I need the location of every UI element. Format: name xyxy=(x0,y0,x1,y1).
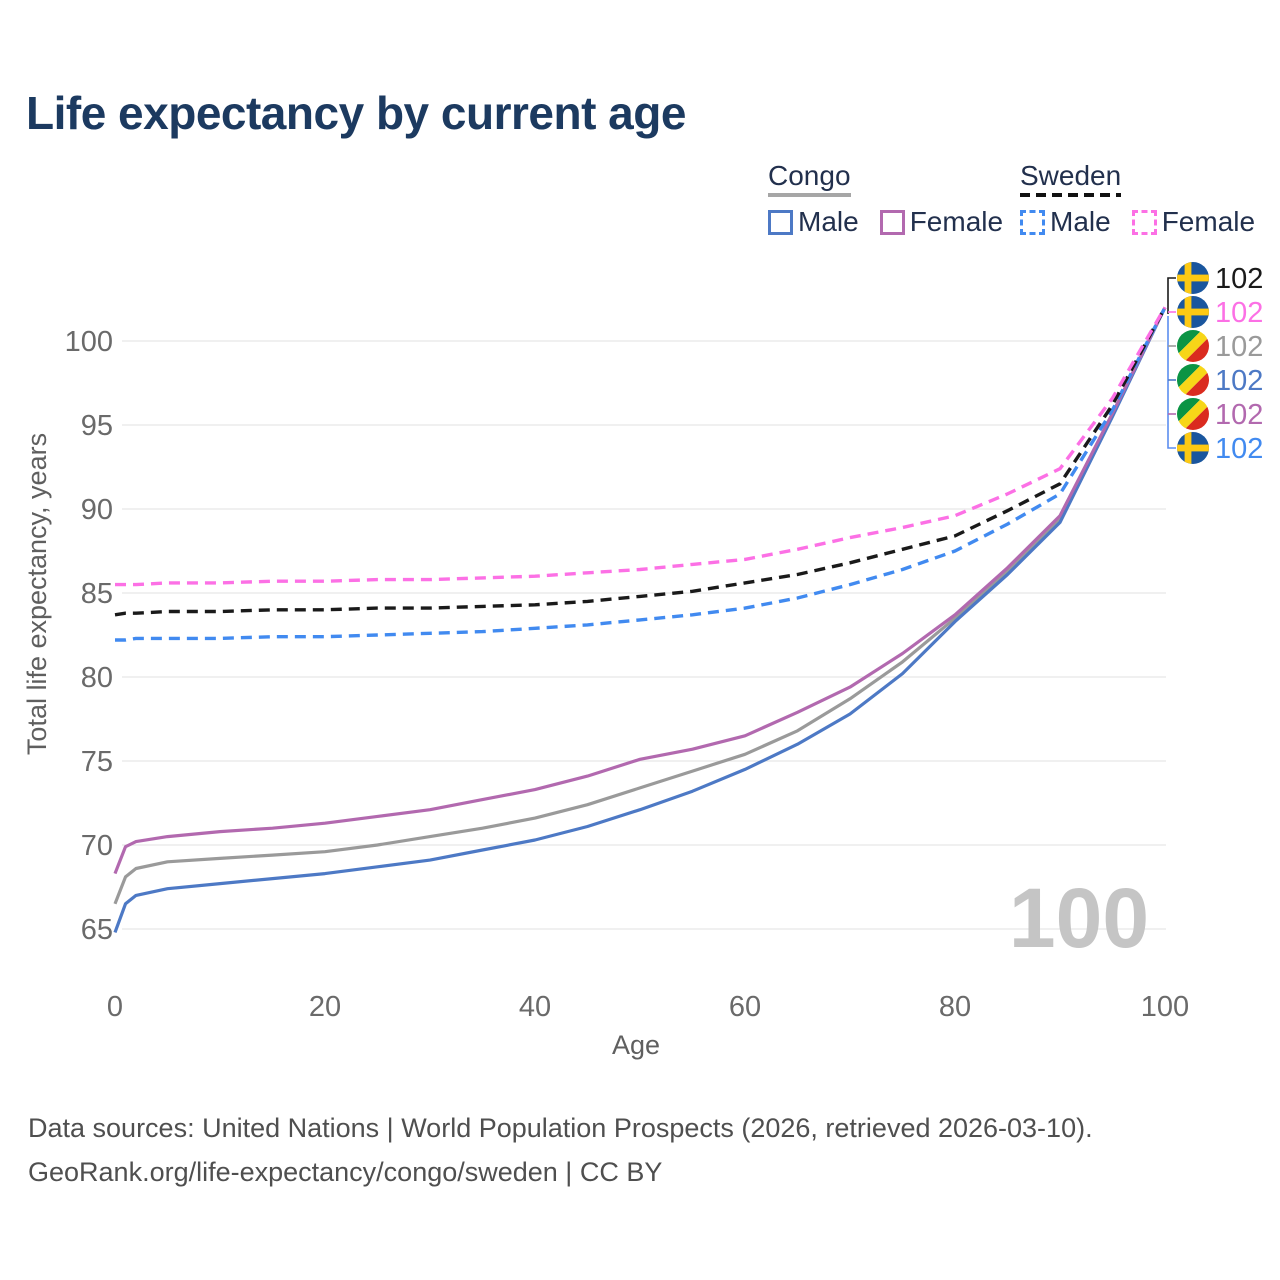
y-tick-label: 95 xyxy=(81,410,113,442)
series-line-sweden-total[interactable] xyxy=(114,306,1167,617)
flag-icon-sweden xyxy=(1177,262,1209,294)
legend-sweden-underline xyxy=(1020,193,1122,197)
x-tick-label: 60 xyxy=(729,991,761,1023)
legend-group-congo-header[interactable]: Congo xyxy=(768,161,851,197)
legend: Congo Male Female Sweden xyxy=(768,160,1268,240)
series-line-sweden-female[interactable] xyxy=(115,306,1167,587)
leader-top xyxy=(1167,277,1176,314)
end-value-label: 102 xyxy=(1215,331,1263,363)
legend-item-sweden-female[interactable]: Female xyxy=(1131,206,1256,238)
end-value-label: 102 xyxy=(1215,297,1263,329)
x-tick-label: 0 xyxy=(107,991,123,1023)
x-tick-label: 100 xyxy=(1141,991,1189,1023)
y-tick-label: 80 xyxy=(81,662,113,694)
series-line-congo-total[interactable] xyxy=(113,306,1167,905)
series-line-congo-female[interactable] xyxy=(113,306,1167,875)
end-value-label: 102 xyxy=(1215,399,1263,431)
y-tick-label: 65 xyxy=(81,914,113,946)
legend-group-sweden-title: Sweden xyxy=(1020,160,1122,191)
legend-swatch-congo-female xyxy=(879,209,905,235)
series-line-congo-male[interactable] xyxy=(113,306,1167,933)
y-axis-title: Total life expectancy, years xyxy=(22,433,52,755)
x-axis-title: Age xyxy=(612,1030,660,1060)
legend-congo-underline xyxy=(768,193,851,197)
legend-group-congo: Congo Male Female xyxy=(768,160,1024,238)
footer-link: GeoRank.org/life-expectancy/congo/sweden… xyxy=(28,1157,663,1187)
legend-item-congo-male[interactable]: Male xyxy=(768,206,859,238)
end-label-leader-lines xyxy=(1167,277,1176,449)
end-value-label: 102 xyxy=(1215,263,1263,295)
age-watermark: 100 xyxy=(1009,871,1149,965)
legend-swatch-sweden-female xyxy=(1131,209,1157,235)
flag-icon-sweden xyxy=(1177,432,1209,464)
series-lines xyxy=(113,306,1167,933)
legend-item-sweden-male-label: Male xyxy=(1050,206,1111,237)
page-title: Life expectancy by current age xyxy=(26,87,686,139)
series-line-sweden-male[interactable] xyxy=(115,306,1167,642)
legend-item-sweden-male[interactable]: Male xyxy=(1020,206,1111,238)
footer: Data sources: United Nations | World Pop… xyxy=(28,1106,1093,1194)
legend-group-congo-title: Congo xyxy=(768,160,851,191)
x-tick-label: 20 xyxy=(309,991,341,1023)
x-tick-label: 40 xyxy=(519,991,551,1023)
legend-swatch-congo-male xyxy=(768,209,793,235)
leader-bottom xyxy=(1167,316,1176,449)
legend-swatch-sweden-male xyxy=(1020,209,1045,235)
legend-item-congo-female[interactable]: Female xyxy=(879,206,1004,238)
flag-icon-sweden xyxy=(1177,296,1209,328)
y-tick-label: 75 xyxy=(81,746,113,778)
legend-group-sweden: Sweden Male Female xyxy=(1020,160,1276,238)
y-tick-label: 85 xyxy=(81,578,113,610)
end-value-label: 102 xyxy=(1215,433,1263,465)
legend-item-congo-female-label: Female xyxy=(909,206,1004,237)
gridlines: 65 70 75 80 85 90 95 100 0 20 40 60 80 100 xyxy=(65,326,1190,1023)
legend-item-congo-male-label: Male xyxy=(798,206,859,237)
x-tick-label: 80 xyxy=(939,991,971,1023)
legend-item-sweden-female-label: Female xyxy=(1161,206,1256,237)
end-value-label: 102 xyxy=(1215,365,1263,397)
footer-sources: Data sources: United Nations | World Pop… xyxy=(28,1113,1093,1143)
y-tick-label: 100 xyxy=(65,326,113,358)
y-tick-label: 70 xyxy=(81,830,113,862)
legend-group-sweden-header[interactable]: Sweden xyxy=(1020,160,1122,197)
y-tick-label: 90 xyxy=(81,494,113,526)
